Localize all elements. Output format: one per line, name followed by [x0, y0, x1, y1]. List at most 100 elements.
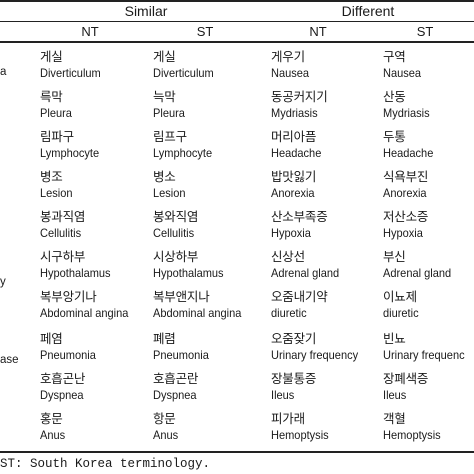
korean-term: 시상하부 [153, 249, 199, 264]
english-term: diuretic [383, 306, 419, 320]
cell-different-st: 산동 Mydriasis [383, 88, 474, 122]
korean-term: 항문 [153, 411, 176, 426]
cell-different-nt: 오줌내기약 diuretic [271, 288, 391, 322]
english-term: Lesion [40, 186, 73, 200]
english-term: Pneumonia [40, 348, 96, 362]
cell-different-st: 빈뇨 Urinary frequenc [383, 330, 474, 364]
row-label-cropped: ase [0, 354, 19, 366]
cell-different-st: 구역 Nausea [383, 48, 474, 82]
english-term: Cellulitis [40, 226, 82, 240]
cell-different-st: 저산소증 Hypoxia [383, 208, 474, 242]
cell-different-st: 두통 Headache [383, 128, 474, 162]
cell-similar-nt: 림파구 Lymphocyte [40, 128, 160, 162]
korean-term: 복부앤지나 [153, 289, 210, 304]
english-term: Mydriasis [383, 106, 430, 120]
english-term: Urinary frequency [271, 348, 359, 362]
korean-term: 림파구 [40, 129, 74, 144]
group-header-similar: Similar [124, 3, 168, 19]
english-term: Hypothalamus [153, 266, 224, 280]
cell-different-nt: 산소부족증 Hypoxia [271, 208, 391, 242]
english-term: Hypothalamus [40, 266, 111, 280]
cell-similar-st: 병소 Lesion [153, 168, 273, 202]
korean-term: 머리아픔 [271, 129, 317, 144]
english-term: Pleura [40, 106, 72, 120]
korean-term: 늑막 [153, 89, 176, 104]
cell-different-st: 부신 Adrenal gland [383, 248, 474, 282]
english-term: Headache [383, 146, 434, 160]
cell-similar-nt: 복부앙기나 Abdominal angina [40, 288, 160, 322]
korean-term: 저산소증 [383, 209, 429, 224]
korean-term: 게우기 [271, 49, 305, 64]
english-term: Dyspnea [153, 388, 197, 402]
cell-different-nt: 밥맛잃기 Anorexia [271, 168, 391, 202]
english-term: Lymphocyte [40, 146, 100, 160]
korean-term: 산소부족증 [271, 209, 328, 224]
korean-term: 림프구 [153, 129, 187, 144]
english-term: Lesion [153, 186, 186, 200]
korean-term: 폐렴 [153, 331, 176, 346]
korean-term: 병조 [40, 169, 63, 184]
korean-term: 게실 [40, 49, 63, 64]
english-term: Urinary frequenc [383, 348, 465, 362]
english-term: Pneumonia [153, 348, 209, 362]
column-header-similar-nt: NT [81, 24, 99, 39]
korean-term: 부신 [383, 249, 406, 264]
english-term: Nausea [271, 66, 310, 80]
korean-term: 구역 [383, 49, 406, 64]
korean-term: 장불통증 [271, 371, 317, 386]
korean-term: 피가래 [271, 411, 305, 426]
english-term: Dyspnea [40, 388, 84, 402]
english-term: Hypoxia [271, 226, 311, 240]
cell-similar-nt: 홍문 Anus [40, 410, 160, 444]
cell-similar-st: 호흡곤란 Dyspnea [153, 370, 273, 404]
english-term: Headache [271, 146, 322, 160]
korean-term: 페염 [40, 331, 63, 346]
english-term: Abdominal angina [153, 306, 242, 320]
korean-term: 두통 [383, 129, 406, 144]
cell-similar-st: 봉와직염 Cellulitis [153, 208, 273, 242]
english-term: Anus [153, 428, 179, 442]
column-header-different-nt: NT [309, 24, 327, 39]
korean-term: 봉와직염 [153, 209, 199, 224]
english-term: Mydriasis [271, 106, 318, 120]
korean-term: 장폐색증 [383, 371, 429, 386]
cell-different-st: 객혈 Hemoptysis [383, 410, 474, 444]
english-term: Hemoptysis [271, 428, 329, 442]
cell-different-nt: 피가래 Hemoptysis [271, 410, 391, 444]
english-term: Diverticulum [40, 66, 101, 80]
cell-similar-nt: 시구하부 Hypothalamus [40, 248, 160, 282]
korean-term: 병소 [153, 169, 176, 184]
english-term: Anus [40, 428, 66, 442]
korean-term: 호흡곤난 [40, 371, 86, 386]
korean-term: 빈뇨 [383, 331, 406, 346]
korean-term: 산동 [383, 89, 406, 104]
cell-similar-st: 폐렴 Pneumonia [153, 330, 273, 364]
cell-different-nt: 게우기 Nausea [271, 48, 391, 82]
korean-term: 동공커지기 [271, 89, 328, 104]
english-term: Lymphocyte [153, 146, 213, 160]
column-header-similar-st: ST [196, 24, 214, 39]
english-term: Cellulitis [153, 226, 195, 240]
cell-similar-nt: 게실 Diverticulum [40, 48, 160, 82]
korean-term: 복부앙기나 [40, 289, 97, 304]
group-header-rule [0, 21, 474, 22]
korean-term: 봉과직염 [40, 209, 86, 224]
english-term: Pleura [153, 106, 185, 120]
korean-term: 오줌내기약 [271, 289, 328, 304]
korean-term: 밥맛잃기 [271, 169, 317, 184]
group-header-different: Different [341, 3, 395, 19]
cell-different-st: 이뇨제 diuretic [383, 288, 474, 322]
row-label-cropped: a [0, 66, 7, 78]
korean-term: 객혈 [383, 411, 406, 426]
cell-different-nt: 신상선 Adrenal gland [271, 248, 391, 282]
english-term: Ileus [271, 388, 295, 402]
cell-different-nt: 머리아픔 Headache [271, 128, 391, 162]
korean-term: 신상선 [271, 249, 305, 264]
column-header-different-st: ST [416, 24, 434, 39]
english-term: Adrenal gland [271, 266, 340, 280]
cell-similar-nt: 페염 Pneumonia [40, 330, 160, 364]
english-term: Ileus [383, 388, 407, 402]
korean-term: 시구하부 [40, 249, 86, 264]
cell-similar-nt: 호흡곤난 Dyspnea [40, 370, 160, 404]
korean-term: 식욕부진 [383, 169, 429, 184]
